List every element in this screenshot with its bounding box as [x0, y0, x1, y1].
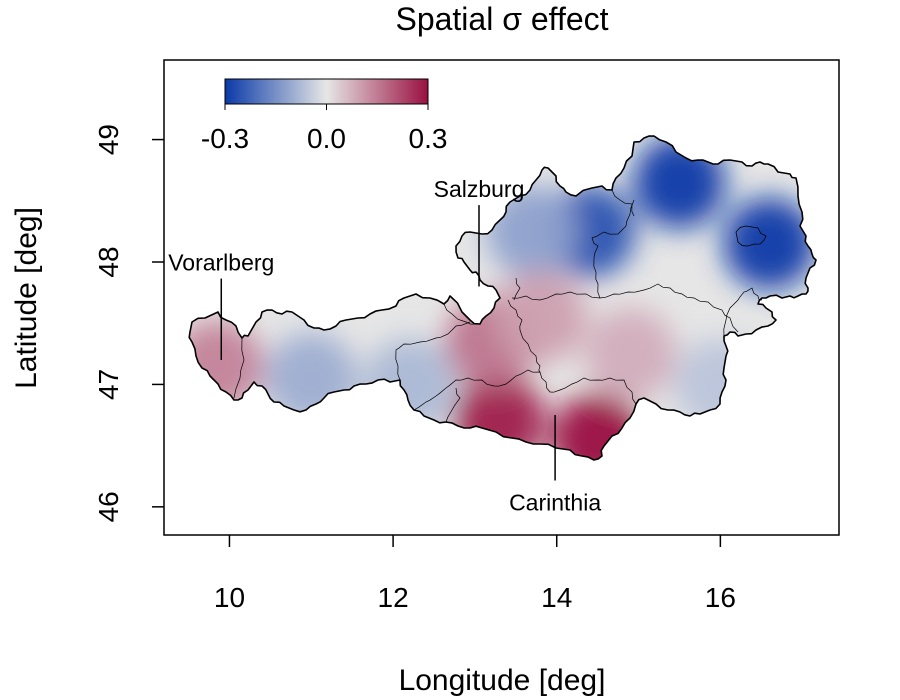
- state-border: [443, 303, 479, 325]
- state-border: [507, 299, 541, 373]
- state-border: [611, 189, 635, 217]
- field-blob: [584, 307, 677, 400]
- field-blob: [453, 375, 546, 460]
- y-axis: 46 47 48 49: [93, 124, 164, 522]
- colorbar-tick-label: 0.0: [307, 123, 346, 154]
- y-tick-label: 48: [93, 246, 124, 277]
- state-border: [395, 321, 471, 381]
- annotation-label: Vorarlberg: [168, 250, 274, 276]
- chart-title: Spatial σ effect: [395, 1, 608, 37]
- state-border: [445, 387, 461, 423]
- x-tick-label: 14: [541, 582, 572, 613]
- x-tick-label: 16: [705, 582, 736, 613]
- colorbar-bar: [224, 78, 429, 105]
- state-border: [413, 369, 637, 411]
- state-border: [233, 337, 245, 399]
- field-blob: [674, 338, 767, 431]
- state-border: [723, 287, 763, 337]
- annotation-label: Carinthia: [509, 490, 601, 516]
- x-tick-label: 12: [378, 582, 409, 613]
- field-blob: [551, 393, 644, 460]
- field-blob: [363, 338, 456, 431]
- state-border: [513, 277, 521, 301]
- state-border: [591, 199, 635, 299]
- field-blob: [633, 136, 726, 229]
- colorbar-tick-label: 0.3: [409, 123, 448, 154]
- plot-frame: [163, 59, 840, 536]
- colorbar-ticks: -0.3 0.0 0.3: [201, 104, 448, 154]
- colorbar: -0.3 0.0 0.3: [201, 78, 448, 154]
- annotations: Vorarlberg Salzburg Carinthia: [168, 176, 601, 515]
- colorbar-tick-label: -0.3: [201, 123, 249, 154]
- y-tick-label: 47: [93, 369, 124, 400]
- annotation-label: Salzburg: [434, 176, 525, 202]
- y-tick-label: 46: [93, 491, 124, 522]
- state-borders: [233, 189, 763, 423]
- x-axis-label: Longitude [deg]: [399, 664, 606, 697]
- field-blob: [723, 197, 816, 290]
- field-blob: [265, 332, 358, 425]
- vienna-outline: [735, 225, 767, 247]
- x-axis: 10 12 14 16: [214, 535, 736, 613]
- field-blob: [494, 271, 587, 364]
- field-blob: [486, 185, 579, 278]
- y-tick-label: 49: [93, 124, 124, 155]
- austria-outline: [188, 135, 817, 461]
- map-layer: [188, 135, 817, 461]
- state-border: [511, 283, 739, 333]
- x-tick-label: 10: [214, 582, 245, 613]
- y-axis-label: Latitude [deg]: [10, 207, 43, 389]
